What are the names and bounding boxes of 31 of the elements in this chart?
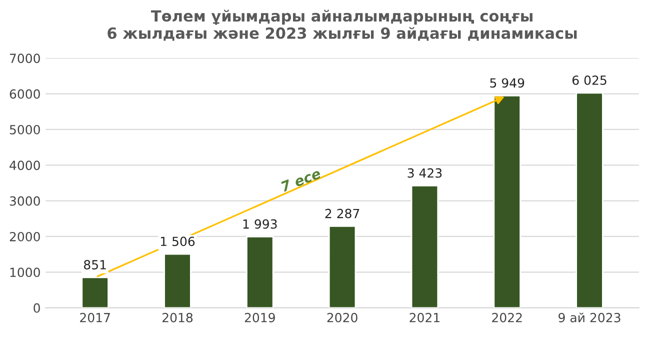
bar [410,185,439,308]
data-label: 3 423 [408,168,442,178]
y-tick-label: 4000 [10,160,40,170]
y-tick-label: 3000 [10,196,40,206]
y-tick-label: 1000 [10,268,40,278]
x-tick-label: 2020 [327,312,358,322]
annotation: 7 есе [280,168,322,192]
x-tick-label: 2017 [80,312,110,322]
data-label: 2 287 [325,208,360,218]
x-tick-label: 2019 [244,312,275,322]
data-label: 6 025 [572,75,606,85]
x-tick-label: 2018 [162,312,193,322]
x-tick-label: 2022 [492,312,522,322]
y-tick-label: 6000 [10,89,40,99]
bar [328,226,356,308]
y-tick-label: 7000 [10,54,40,64]
x-tick-label: 2021 [410,312,440,322]
y-tick-label: 2000 [10,232,40,242]
bar [164,253,192,308]
data-label: 1 993 [243,219,277,229]
bar [246,236,274,308]
x-tick-label: 9 ай 2023 [558,312,620,322]
data-label: 5 949 [490,78,524,88]
y-tick-label: 0 [34,303,40,313]
y-tick-label: 5000 [10,124,40,134]
chart-title: Төлем ұйымдары айналымдарының соңғы 6 жылдағы және 2023 жылғы 9 айдағы динамикасы [108,10,577,41]
data-label: 851 [84,260,106,270]
bar [81,276,109,308]
bar [493,94,521,308]
data-label: 1 506 [160,236,195,246]
bar [576,92,604,308]
